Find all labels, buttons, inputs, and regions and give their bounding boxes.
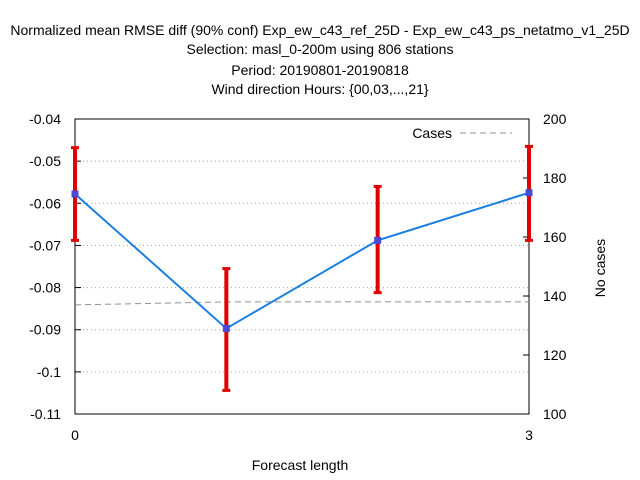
y-tick-label: -0.06	[29, 195, 61, 211]
y2-tick-label: 180	[543, 170, 567, 186]
grid-lines	[75, 160, 529, 373]
legend-label-cases: Cases	[412, 125, 452, 141]
data-point	[374, 236, 382, 244]
x-tick-label: 3	[525, 427, 533, 443]
y-tick-label: -0.04	[29, 111, 61, 127]
y-tick-label: -0.07	[29, 237, 61, 253]
x-tick-label: 0	[71, 427, 79, 443]
legend: Cases	[412, 125, 512, 141]
y2-axis-label: No cases	[592, 239, 608, 297]
data-point	[71, 190, 79, 198]
y-tick-label: -0.08	[29, 280, 61, 296]
chart-title-line-2: Selection: masl_0-200m using 806 station…	[186, 41, 454, 57]
y2-tick-label: 140	[543, 288, 567, 304]
x-axis-label: Forecast length	[252, 457, 349, 473]
y-tick-label: -0.11	[30, 406, 61, 422]
chart-title-line-3: Period: 20190801-20190818	[231, 62, 409, 78]
y2-tick-label: 160	[543, 229, 567, 245]
plot-frame	[74, 118, 530, 415]
series-layer	[71, 144, 533, 392]
y2-tick-label: 120	[543, 347, 567, 363]
cases-series-line	[74, 301, 529, 306]
data-point	[222, 324, 230, 332]
y-tick-label: -0.05	[29, 153, 61, 169]
chart-title-line-4: Wind direction Hours: {00,03,...,21}	[211, 81, 429, 97]
data-point	[525, 189, 533, 197]
y-tick-label: -0.1	[37, 364, 61, 380]
y2-tick-label: 100	[543, 406, 567, 422]
y2-tick-label: 200	[543, 111, 567, 127]
y-tick-label: -0.09	[29, 322, 61, 338]
axis-ticks: -0.11 -0.1 -0.09 -0.08 -0.07 -0.06 -0.05 -0.04 1…	[29, 111, 566, 443]
chart-title-line-1: Normalized mean RMSE diff (90% conf) Exp…	[10, 22, 630, 38]
series-line	[74, 191, 530, 330]
